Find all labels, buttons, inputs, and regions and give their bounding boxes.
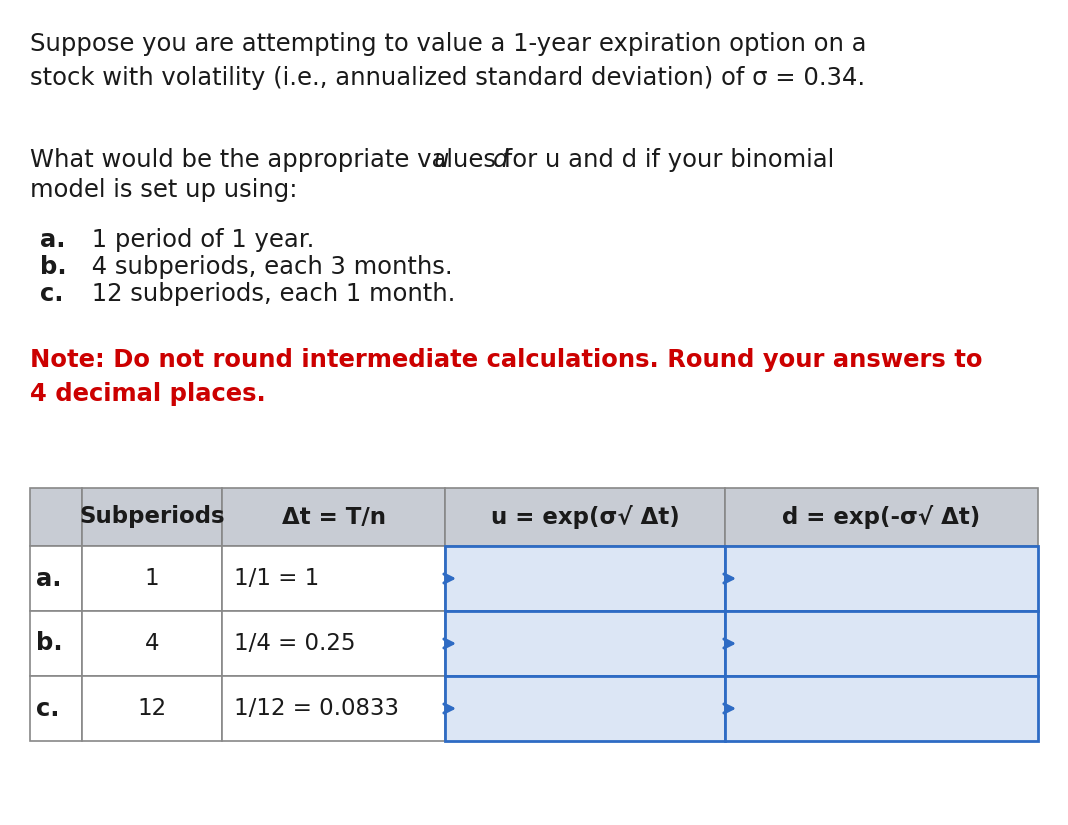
Bar xyxy=(445,488,725,546)
Text: Subperiods: Subperiods xyxy=(79,506,224,529)
Bar xyxy=(30,546,82,611)
Text: b.: b. xyxy=(40,255,66,279)
Text: 1/12 = 0.0833: 1/12 = 0.0833 xyxy=(234,697,399,720)
Text: What would be the appropriate values for u and d if your binomial: What would be the appropriate values for… xyxy=(30,148,834,172)
Text: a.: a. xyxy=(40,228,65,252)
Bar xyxy=(30,611,82,676)
Bar xyxy=(725,546,1038,611)
Text: d = exp(-σ√ Δt): d = exp(-σ√ Δt) xyxy=(783,505,980,529)
Text: 1 period of 1 year.: 1 period of 1 year. xyxy=(84,228,314,252)
Text: 1: 1 xyxy=(144,567,159,590)
Bar xyxy=(30,488,82,546)
Text: 4 subperiods, each 3 months.: 4 subperiods, each 3 months. xyxy=(84,255,453,279)
Bar xyxy=(82,546,222,611)
Text: a.: a. xyxy=(36,567,62,591)
Bar xyxy=(82,611,222,676)
Bar xyxy=(445,676,725,741)
Bar xyxy=(82,676,222,741)
Bar xyxy=(222,611,445,676)
Text: u = exp(σ√ Δt): u = exp(σ√ Δt) xyxy=(490,505,679,529)
Text: b.: b. xyxy=(36,631,63,656)
Text: 12: 12 xyxy=(138,697,167,720)
Bar xyxy=(725,676,1038,741)
Bar xyxy=(222,488,445,546)
Bar xyxy=(725,611,1038,676)
Bar xyxy=(445,546,725,611)
Bar xyxy=(222,676,445,741)
Text: c.: c. xyxy=(40,282,63,306)
Text: d: d xyxy=(493,148,508,172)
Bar xyxy=(725,488,1038,546)
Text: Note: Do not round intermediate calculations. Round your answers to
4 decimal pl: Note: Do not round intermediate calculat… xyxy=(30,348,983,406)
Text: c.: c. xyxy=(36,696,60,720)
Text: 12 subperiods, each 1 month.: 12 subperiods, each 1 month. xyxy=(84,282,455,306)
Text: Suppose you are attempting to value a 1-year expiration option on a
stock with v: Suppose you are attempting to value a 1-… xyxy=(30,32,866,89)
Text: model is set up using:: model is set up using: xyxy=(30,178,298,202)
Text: u: u xyxy=(434,148,450,172)
Text: 1/1 = 1: 1/1 = 1 xyxy=(234,567,319,590)
Bar xyxy=(82,488,222,546)
Bar xyxy=(222,546,445,611)
Bar xyxy=(30,676,82,741)
Text: 4: 4 xyxy=(145,632,159,655)
Text: 1/4 = 0.25: 1/4 = 0.25 xyxy=(234,632,356,655)
Bar xyxy=(445,611,725,676)
Text: Δt = T/n: Δt = T/n xyxy=(282,506,386,529)
